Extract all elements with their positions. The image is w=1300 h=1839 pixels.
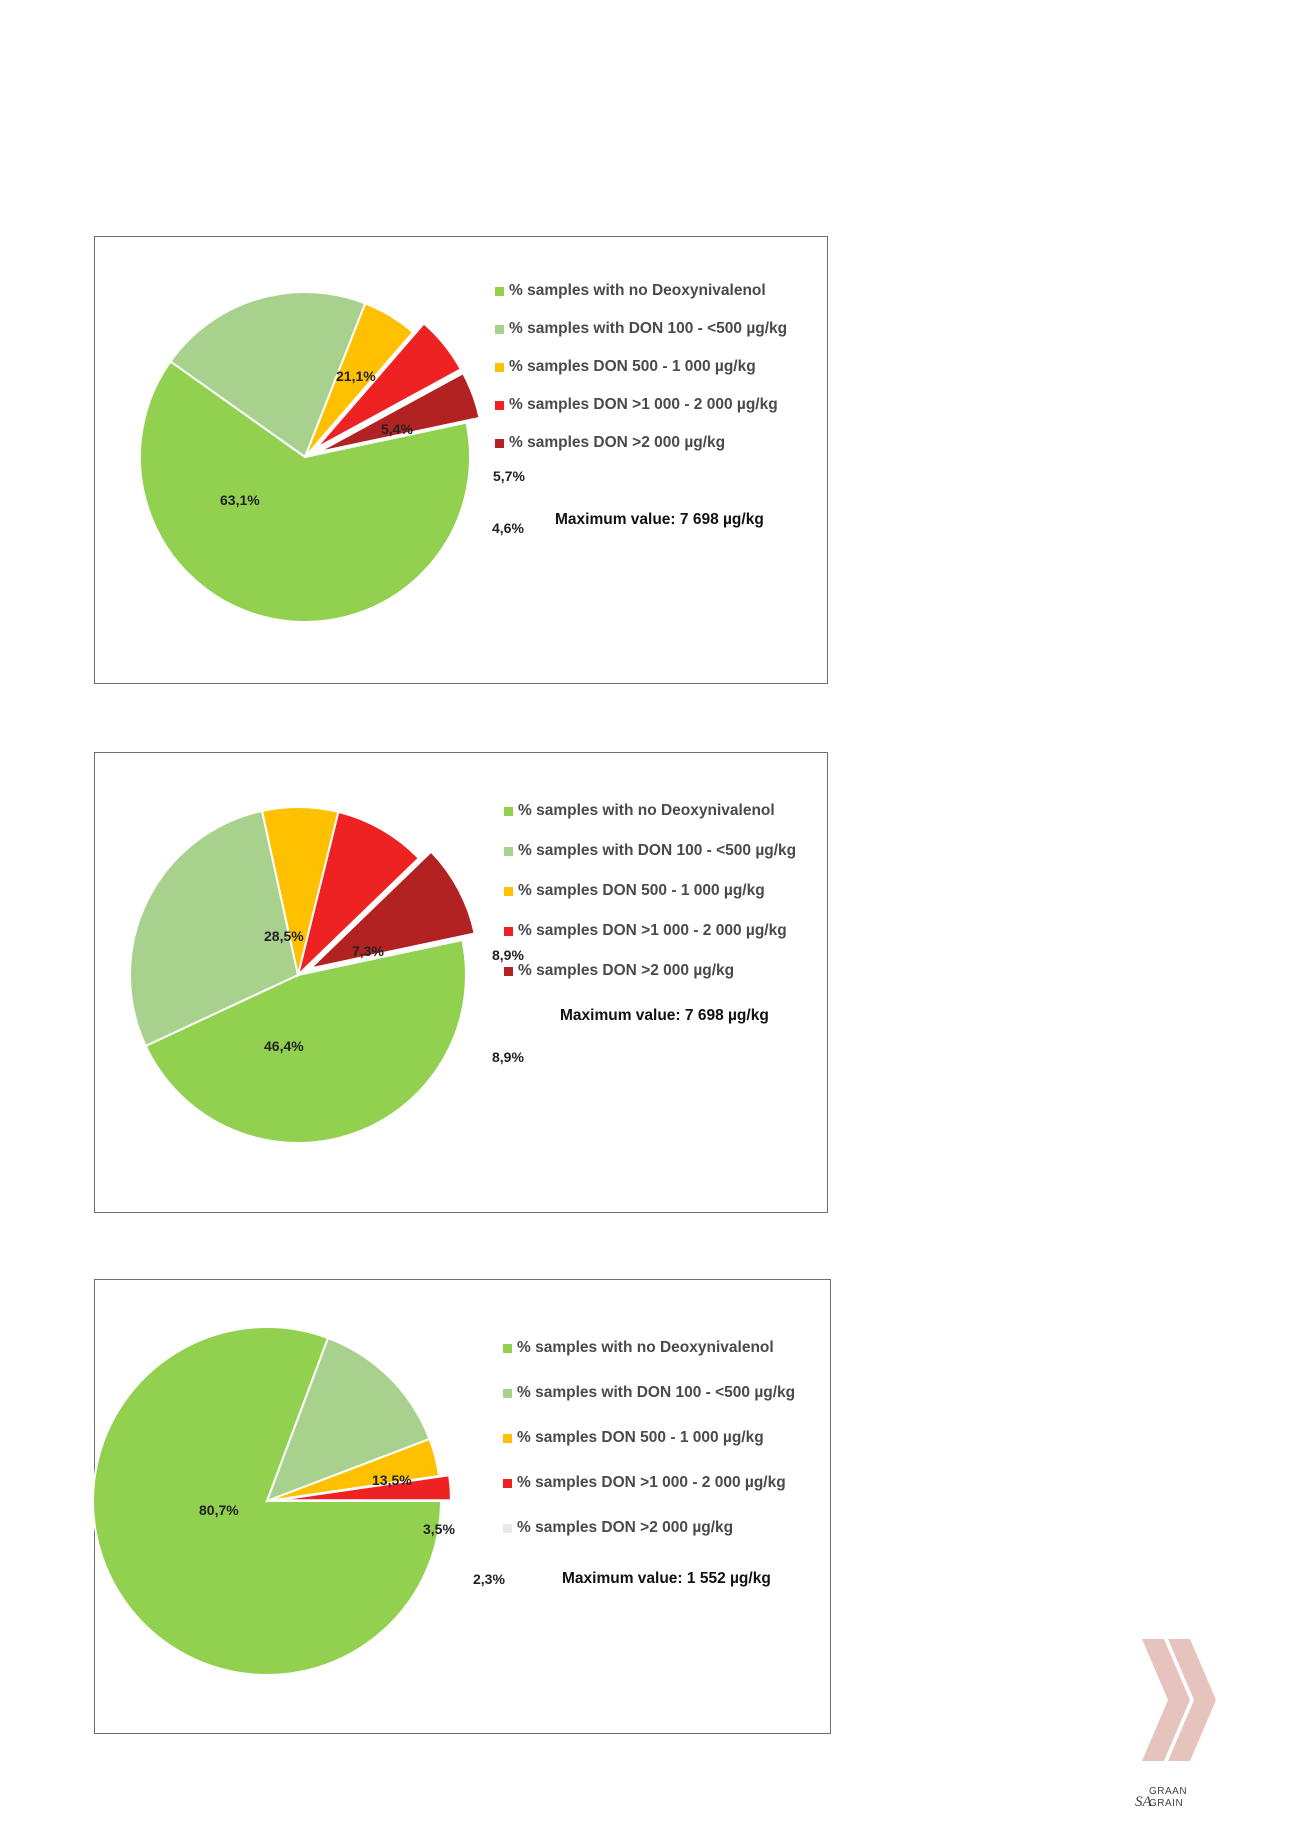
pie-chart-2-legend: % samples with no Deoxynivalenol % sampl… (504, 801, 796, 1001)
legend-label: % samples DON 500 - 1 000 µg/kg (517, 1429, 764, 1446)
legend-swatch (504, 886, 513, 896)
pie-slice-samples-with-don-100-500-g-kg (169, 291, 367, 459)
legend-swatch (495, 324, 504, 334)
legend-swatch (503, 1343, 512, 1353)
legend-swatch (504, 846, 513, 856)
legend-label: % samples DON >2 000 µg/kg (509, 434, 726, 451)
legend-swatch (503, 1433, 512, 1443)
legend-entry-high: % samples DON >1 000 - 2 000 µg/kg (495, 395, 787, 415)
legend-swatch (504, 926, 513, 936)
max-value-note: Maximum value: 7 698 µg/kg (560, 1007, 769, 1024)
legend-entry-mid: % samples DON 500 - 1 000 µg/kg (504, 881, 796, 901)
legend-entry-low: % samples with DON 100 - <500 µg/kg (495, 319, 787, 339)
legend-entry-none: % samples with no Deoxynivalenol (495, 281, 787, 301)
legend-entry-mid: % samples DON 500 - 1 000 µg/kg (503, 1428, 795, 1448)
pie-slice-samples-with-no-deoxynivalenol (144, 938, 467, 1144)
pie-slice-samples-with-don-100-500-g-kg (265, 1336, 431, 1503)
legend-entry-none: % samples with no Deoxynivalenol (504, 801, 796, 821)
legend-entry-mid: % samples DON 500 - 1 000 µg/kg (495, 357, 787, 377)
legend-swatch (504, 806, 513, 816)
pie-chart-2: 46,4% 28,5% 7,3% 8,9% 8,9% % samples with no… (94, 752, 828, 1213)
sa-graan-logo: SA GRAAN GRAIN (1135, 1786, 1205, 1816)
legend-swatch (495, 400, 504, 410)
legend-label: % samples DON >2 000 µg/kg (518, 962, 735, 979)
pie-slice-samples-with-no-deoxynivalenol (139, 360, 471, 623)
data-label: 80,7% (199, 1502, 239, 1518)
legend-label: % samples with no Deoxynivalenol (518, 802, 775, 819)
logo-grain: GRAIN (1149, 1798, 1184, 1809)
pie-slice-samples-with-don-100-500-g-kg (129, 809, 300, 1048)
pie-chart-1-legend: % samples with no Deoxynivalenol % sampl… (495, 281, 787, 471)
pie-slice-samples-don-1-000-2-000-g-kg (276, 1474, 452, 1502)
pie-chart-3-legend: % samples with no Deoxynivalenol % sampl… (503, 1338, 795, 1563)
legend-entry-low: % samples with DON 100 - <500 µg/kg (504, 841, 796, 861)
legend-entry-high: % samples DON >1 000 - 2 000 µg/kg (504, 921, 796, 941)
legend-swatch (503, 1478, 512, 1488)
legend-entry-low: % samples with DON 100 - <500 µg/kg (503, 1383, 795, 1403)
pie-slice-samples-don-2-000-g-kg (307, 850, 476, 971)
legend-label: % samples with no Deoxynivalenol (517, 1339, 774, 1356)
legend-entry-none: % samples with no Deoxynivalenol (503, 1338, 795, 1358)
legend-entry-vhigh: % samples DON >2 000 µg/kg (504, 961, 796, 981)
pie-chart-3: 80,7% 13,5% 3,5% 2,3% % samples with no Deo… (92, 1279, 831, 1734)
data-label: 13,5% (372, 1472, 412, 1488)
legend-swatch (495, 286, 504, 296)
data-label: 2,3% (473, 1571, 505, 1587)
logo-graan: GRAAN (1149, 1786, 1188, 1797)
data-label: 5,4% (381, 421, 413, 437)
legend-label: % samples with DON 100 - <500 µg/kg (509, 320, 788, 337)
data-label: 63,1% (220, 492, 260, 508)
legend-label: % samples with DON 100 - <500 µg/kg (517, 1384, 796, 1401)
logo-sa: SA (1135, 1794, 1152, 1810)
data-label: 46,4% (264, 1038, 304, 1054)
data-label: 28,5% (264, 928, 304, 944)
legend-label: % samples DON 500 - 1 000 µg/kg (509, 358, 756, 375)
legend-label: % samples DON >2 000 µg/kg (517, 1519, 734, 1536)
legend-swatch (503, 1523, 512, 1533)
legend-label: % samples DON >1 000 - 2 000 µg/kg (509, 396, 778, 413)
legend-swatch (504, 966, 513, 976)
data-label: 7,3% (352, 943, 384, 959)
legend-swatch (495, 362, 504, 372)
pie-chart-1: 63,1% 21,1% 5,4% 5,7% 4,6% % samples with no… (94, 236, 828, 684)
legend-label: % samples DON >1 000 - 2 000 µg/kg (518, 922, 787, 939)
max-value-note: Maximum value: 7 698 µg/kg (555, 511, 764, 528)
data-label: 21,1% (336, 368, 376, 384)
pie-slice-samples-don-1-000-2-000-g-kg (315, 322, 463, 450)
pie-slice-samples-don-1-000-2-000-g-kg (296, 810, 421, 979)
data-label: 8,9% (492, 1049, 524, 1065)
pie-slice-samples-don-2-000-g-kg (317, 371, 481, 454)
legend-swatch (503, 1388, 512, 1398)
legend-swatch (495, 438, 504, 448)
pie-chart-3-plot: 80,7% 13,5% 3,5% 2,3% (92, 1326, 505, 1676)
data-label: 5,7% (493, 468, 525, 484)
pie-chart-2-plot: 46,4% 28,5% 7,3% 8,9% 8,9% (129, 806, 524, 1144)
max-value-note: Maximum value: 1 552 µg/kg (562, 1570, 771, 1587)
legend-entry-vhigh: % samples DON >2 000 µg/kg (503, 1518, 795, 1538)
legend-label: % samples with no Deoxynivalenol (509, 282, 766, 299)
data-label: 3,5% (423, 1521, 455, 1537)
legend-entry-high: % samples DON >1 000 - 2 000 µg/kg (503, 1473, 795, 1493)
data-label: 8,9% (492, 947, 524, 963)
legend-label: % samples DON 500 - 1 000 µg/kg (518, 882, 765, 899)
legend-entry-vhigh: % samples DON >2 000 µg/kg (495, 433, 787, 453)
pie-slice-samples-don-500-1-000-g-kg (304, 302, 415, 458)
chevron-right-icon (1142, 1639, 1216, 1761)
pie-chart-1-plot: 63,1% 21,1% 5,4% 5,7% 4,6% (139, 291, 525, 623)
data-label: 4,6% (492, 520, 524, 536)
legend-label: % samples with DON 100 - <500 µg/kg (518, 842, 797, 859)
legend-label: % samples DON >1 000 - 2 000 µg/kg (517, 1474, 786, 1491)
